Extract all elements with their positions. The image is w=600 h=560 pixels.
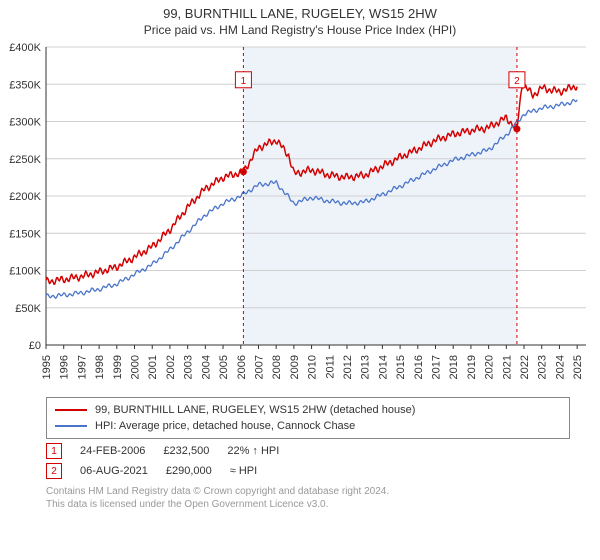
svg-text:2017: 2017 bbox=[431, 355, 443, 379]
svg-text:£0: £0 bbox=[29, 340, 41, 352]
svg-text:1: 1 bbox=[241, 76, 247, 87]
legend-label-2: HPI: Average price, detached house, Cann… bbox=[95, 418, 355, 434]
svg-text:2004: 2004 bbox=[200, 355, 212, 379]
svg-text:2021: 2021 bbox=[501, 355, 513, 379]
svg-text:£150K: £150K bbox=[9, 228, 41, 240]
svg-text:2014: 2014 bbox=[377, 355, 389, 379]
svg-text:£300K: £300K bbox=[9, 117, 41, 129]
footer-line-1: Contains HM Land Registry data © Crown c… bbox=[46, 485, 570, 498]
svg-text:2018: 2018 bbox=[448, 355, 460, 379]
svg-text:2000: 2000 bbox=[130, 355, 142, 379]
footer-note: Contains HM Land Registry data © Crown c… bbox=[46, 485, 570, 511]
sale-price-1: £232,500 bbox=[163, 445, 209, 457]
sale-row-1: 1 24-FEB-2006 £232,500 22% ↑ HPI bbox=[46, 443, 570, 459]
svg-text:2023: 2023 bbox=[537, 355, 549, 379]
svg-text:2016: 2016 bbox=[413, 355, 425, 379]
footer-line-2: This data is licensed under the Open Gov… bbox=[46, 498, 570, 511]
svg-text:1999: 1999 bbox=[112, 355, 124, 379]
page-title: 99, BURNTHILL LANE, RUGELEY, WS15 2HW bbox=[0, 0, 600, 21]
svg-text:2005: 2005 bbox=[218, 355, 230, 379]
legend: 99, BURNTHILL LANE, RUGELEY, WS15 2HW (d… bbox=[46, 397, 570, 439]
svg-text:2010: 2010 bbox=[307, 355, 319, 379]
svg-text:2007: 2007 bbox=[253, 355, 265, 379]
legend-row: HPI: Average price, detached house, Cann… bbox=[55, 418, 561, 434]
sale-delta-1: 22% ↑ HPI bbox=[227, 445, 279, 457]
legend-swatch-2 bbox=[55, 425, 87, 427]
svg-text:2009: 2009 bbox=[289, 355, 301, 379]
sale-marker-2: 2 bbox=[46, 463, 62, 479]
svg-text:2011: 2011 bbox=[324, 355, 336, 379]
svg-text:2002: 2002 bbox=[165, 355, 177, 379]
sale-date-1: 24-FEB-2006 bbox=[80, 445, 145, 457]
page-subtitle: Price paid vs. HM Land Registry's House … bbox=[0, 21, 600, 41]
svg-text:£350K: £350K bbox=[9, 79, 41, 91]
svg-text:2025: 2025 bbox=[572, 355, 584, 379]
svg-text:2024: 2024 bbox=[554, 355, 566, 379]
svg-text:2001: 2001 bbox=[147, 355, 159, 379]
svg-text:2008: 2008 bbox=[271, 355, 283, 379]
sale-delta-2: ≈ HPI bbox=[230, 465, 257, 477]
legend-label-1: 99, BURNTHILL LANE, RUGELEY, WS15 2HW (d… bbox=[95, 402, 415, 418]
svg-text:2019: 2019 bbox=[466, 355, 478, 379]
svg-text:2003: 2003 bbox=[183, 355, 195, 379]
svg-text:1995: 1995 bbox=[41, 355, 53, 379]
svg-text:1996: 1996 bbox=[59, 355, 71, 379]
sale-marker-1: 1 bbox=[46, 443, 62, 459]
svg-text:2022: 2022 bbox=[519, 355, 531, 379]
price-chart: £0 £50K £100K £150K £200K £250K £300K £350K £400… bbox=[0, 41, 600, 391]
svg-text:£50K: £50K bbox=[15, 303, 41, 315]
svg-text:2015: 2015 bbox=[395, 355, 407, 379]
svg-text:2020: 2020 bbox=[484, 355, 496, 379]
svg-text:1998: 1998 bbox=[94, 355, 106, 379]
sale-price-2: £290,000 bbox=[166, 465, 212, 477]
svg-text:1997: 1997 bbox=[76, 355, 88, 379]
svg-text:£400K: £400K bbox=[9, 42, 41, 54]
svg-text:2012: 2012 bbox=[342, 355, 354, 379]
legend-swatch-1 bbox=[55, 409, 87, 411]
svg-text:£100K: £100K bbox=[9, 266, 41, 278]
svg-text:2006: 2006 bbox=[236, 355, 248, 379]
svg-text:£200K: £200K bbox=[9, 191, 41, 203]
svg-text:2013: 2013 bbox=[360, 355, 372, 379]
sale-row-2: 2 06-AUG-2021 £290,000 ≈ HPI bbox=[46, 463, 570, 479]
legend-row: 99, BURNTHILL LANE, RUGELEY, WS15 2HW (d… bbox=[55, 402, 561, 418]
svg-text:2: 2 bbox=[514, 76, 520, 87]
svg-text:£250K: £250K bbox=[9, 154, 41, 166]
sale-date-2: 06-AUG-2021 bbox=[80, 465, 148, 477]
